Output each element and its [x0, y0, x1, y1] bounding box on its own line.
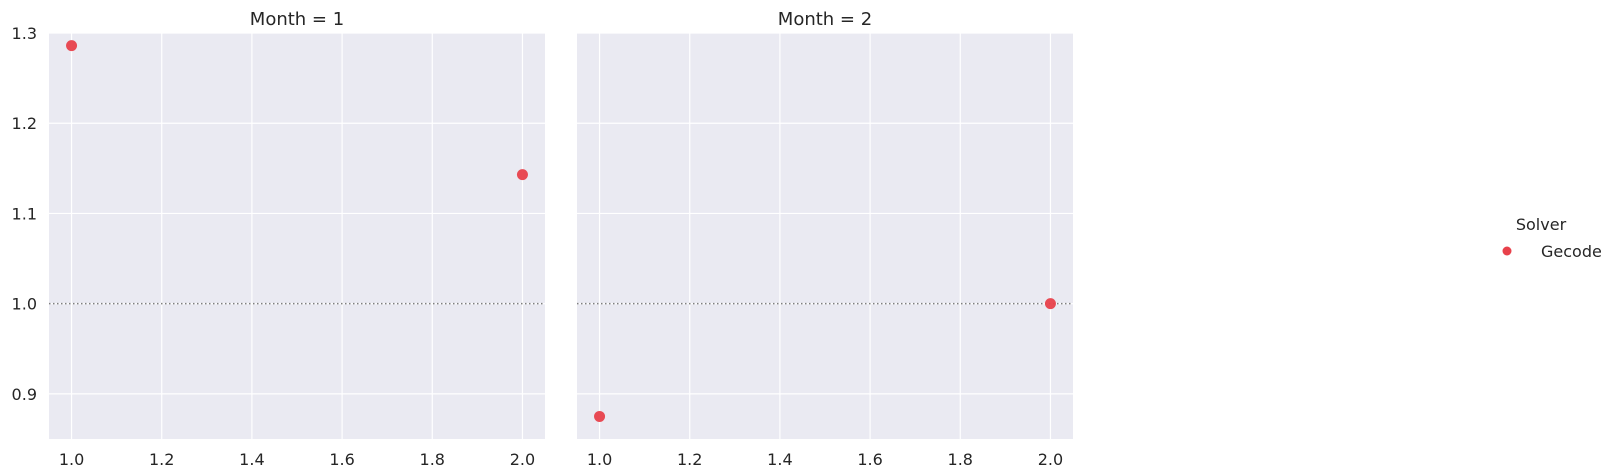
- x-tick-label: 1.0: [587, 450, 612, 469]
- y-tick-label: 1.3: [12, 24, 37, 43]
- x-tick-label: 1.8: [420, 450, 445, 469]
- x-tick-labels: 1.0 1.2 1.4 1.6 1.8 2.0: [587, 450, 1063, 469]
- x-tick-label: 1.2: [677, 450, 702, 469]
- facet-panel-month-2: 1.0 1.2 1.4 1.6 1.8 2.0 Month = 2: [577, 9, 1073, 469]
- gridlines: [49, 32, 545, 439]
- x-tick-label: 1.0: [59, 450, 84, 469]
- facet-panel-month-1: 1.0 1.2 1.4 1.6 1.8 2.0 0.9 1.0 1.1 1.2 1.3 Month…: [12, 9, 545, 469]
- plot-area: [577, 33, 1073, 439]
- x-tick-label: 1.4: [767, 450, 792, 469]
- data-point-gecode: [1044, 298, 1056, 310]
- data-points: [594, 298, 1056, 422]
- y-tick-label: 1.0: [12, 295, 37, 314]
- legend: Solver Gecode: [1502, 215, 1602, 261]
- data-point-gecode: [516, 169, 528, 181]
- y-tick-label: 1.1: [12, 204, 37, 223]
- data-points: [66, 40, 528, 181]
- legend-marker-gecode: [1502, 246, 1512, 256]
- data-point-gecode: [66, 40, 78, 52]
- data-point-gecode: [594, 410, 606, 422]
- y-tick-labels: 0.9 1.0 1.1 1.2 1.3: [12, 24, 37, 404]
- x-tick-label: 2.0: [510, 450, 535, 469]
- x-tick-label: 1.8: [948, 450, 973, 469]
- legend-title: Solver: [1516, 215, 1567, 234]
- x-tick-label: 1.2: [149, 450, 174, 469]
- panel-title: Month = 1: [250, 9, 344, 30]
- x-tick-label: 2.0: [1038, 450, 1063, 469]
- y-tick-label: 1.2: [12, 114, 37, 133]
- panel-title: Month = 2: [778, 9, 872, 30]
- legend-label-gecode: Gecode: [1541, 242, 1602, 261]
- x-tick-labels: 1.0 1.2 1.4 1.6 1.8 2.0: [59, 450, 535, 469]
- y-tick-label: 0.9: [12, 385, 37, 404]
- x-tick-label: 1.6: [857, 450, 882, 469]
- x-tick-label: 1.6: [329, 450, 354, 469]
- plot-area: [49, 33, 545, 439]
- x-tick-label: 1.4: [239, 450, 264, 469]
